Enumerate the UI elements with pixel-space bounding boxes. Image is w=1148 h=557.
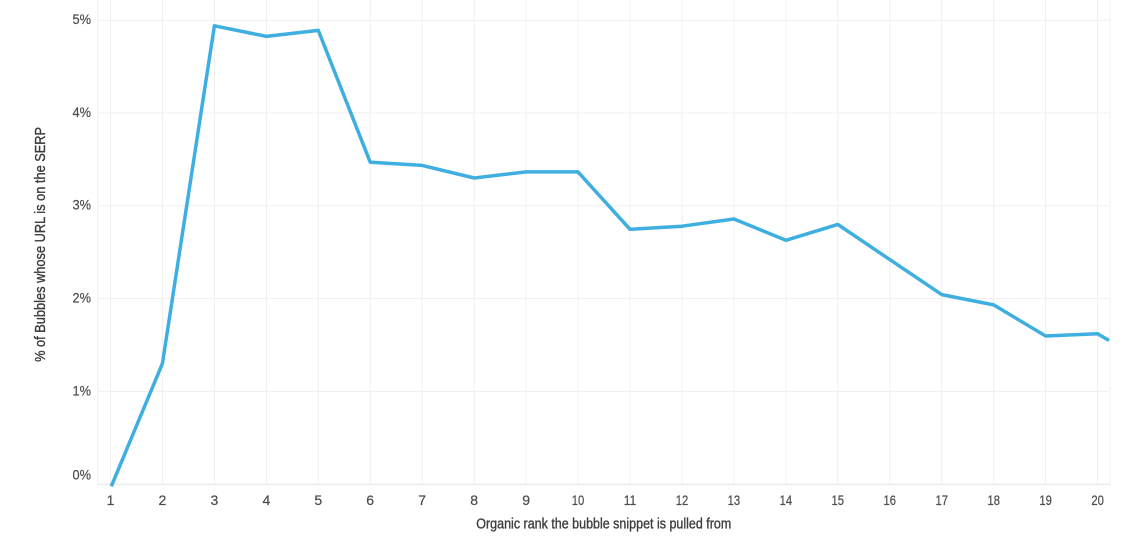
svg-text:% of Bubbles whose URL is on t: % of Bubbles whose URL is on the SERP (33, 127, 49, 362)
svg-text:18: 18 (987, 492, 1000, 508)
svg-text:7: 7 (418, 492, 426, 508)
svg-text:8: 8 (470, 492, 478, 508)
svg-text:15: 15 (832, 492, 845, 508)
svg-text:9: 9 (522, 492, 530, 508)
svg-text:4%: 4% (73, 104, 92, 120)
svg-text:4: 4 (263, 492, 271, 508)
svg-text:1: 1 (107, 492, 115, 508)
svg-text:16: 16 (884, 492, 897, 508)
svg-text:20: 20 (1091, 492, 1104, 508)
svg-text:14: 14 (780, 492, 793, 508)
svg-text:10: 10 (572, 492, 585, 508)
svg-text:3%: 3% (73, 197, 92, 213)
svg-text:19: 19 (1039, 492, 1052, 508)
svg-text:6: 6 (366, 492, 374, 508)
svg-text:2%: 2% (73, 290, 92, 306)
svg-text:13: 13 (728, 492, 741, 508)
svg-text:2: 2 (159, 492, 167, 508)
svg-text:11: 11 (624, 492, 637, 508)
svg-text:5%: 5% (73, 11, 92, 27)
svg-text:12: 12 (676, 492, 689, 508)
svg-text:3: 3 (211, 492, 219, 508)
svg-text:17: 17 (935, 492, 948, 508)
svg-text:Organic rank the bubble snippe: Organic rank the bubble snippet is pulle… (476, 517, 731, 533)
svg-text:5: 5 (314, 492, 322, 508)
svg-text:0%: 0% (73, 466, 92, 482)
svg-text:1%: 1% (73, 382, 92, 398)
